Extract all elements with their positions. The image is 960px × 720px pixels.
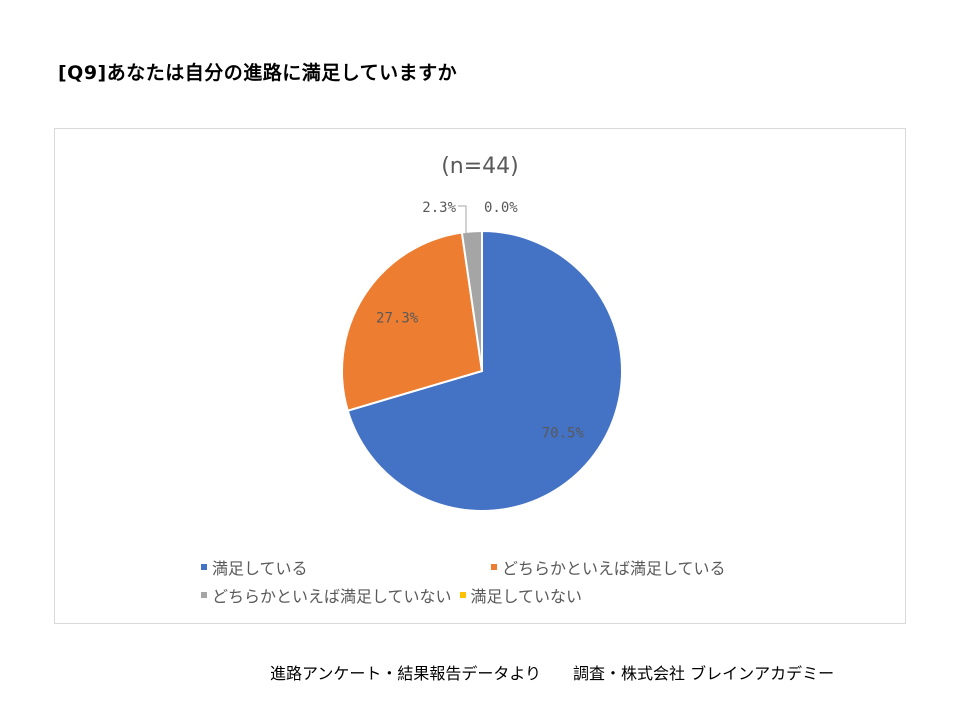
slice-satisfied (346, 229, 623, 512)
question-title: [Q9]あなたは自分の進路に満足していますか (58, 62, 458, 84)
pie-chart: (n=44) 70.5% 27.3% 2.3% 0.0% (341, 154, 623, 512)
data-label: 2.3% (422, 200, 456, 216)
source-note: 進路アンケート・結果報告データより 調査・株式会社 ブレインアカデミー (270, 664, 835, 683)
legend-label: 満足していない (470, 587, 583, 606)
data-label: 70.5% (542, 425, 585, 441)
legend-label: 満足している (212, 559, 308, 578)
legend-swatch (459, 592, 466, 598)
legend-swatch (201, 564, 207, 570)
legend-label: どちらかといえば満足している (502, 559, 726, 578)
slice-somewhat-satisfied (341, 231, 484, 412)
leader-line (458, 205, 472, 234)
legend-swatch (491, 564, 497, 570)
chart-area: (n=44) 70.5% 27.3% 2.3% 0.0% 満足している どちらかといえ… (54, 128, 906, 624)
chart-title: (n=44) (441, 154, 519, 179)
legend-item-dissatisfied: 満足していない (459, 583, 583, 607)
slice-somewhat-dissatisfied (460, 229, 483, 372)
legend-label: どちらかといえば満足していない (212, 587, 452, 606)
legend-item-somewhat-dissatisfied: どちらかといえば満足していない (201, 583, 452, 607)
data-label: 27.3% (376, 311, 419, 327)
legend-item-somewhat-satisfied: どちらかといえば満足している (491, 555, 726, 579)
legend-swatch (201, 592, 207, 598)
legend-item-satisfied: 満足している (201, 555, 491, 579)
legend: 満足している どちらかといえば満足している どちらかといえば満足していない 満足… (201, 553, 726, 609)
data-label: 0.0% (484, 200, 518, 216)
